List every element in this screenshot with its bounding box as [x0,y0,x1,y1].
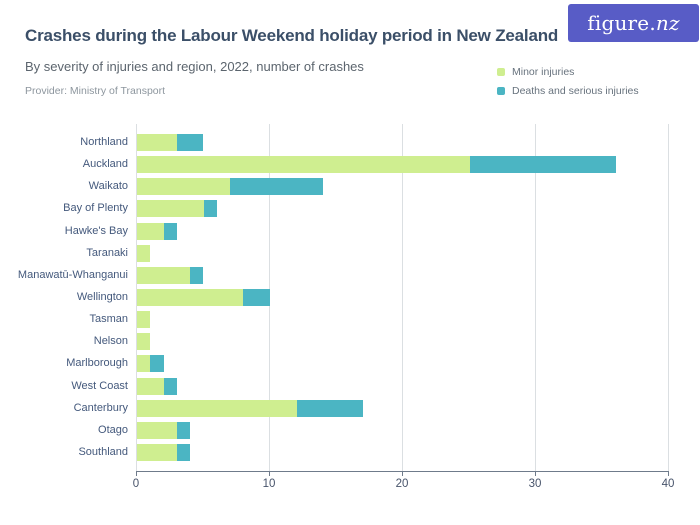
tick-label-x10: 10 [262,478,276,490]
legend-item-1: Deaths and serious injuries [497,85,639,97]
bar-row-6 [137,266,204,284]
bar-row-12 [137,399,364,417]
bar-segment-severe[interactable] [176,421,191,439]
legend-swatch-icon [497,68,505,76]
tick-label-x20: 20 [395,478,409,490]
tick-mark-x0 [136,471,137,476]
bar-row-9 [137,333,151,351]
tick-label-x0: 0 [132,478,140,490]
tick-mark-x20 [402,471,403,476]
region-label-9: Nelson [93,335,128,348]
bar-segment-minor[interactable] [137,244,151,262]
bar-segment-minor[interactable] [137,178,231,196]
bar-segment-severe[interactable] [296,399,364,417]
x-axis-line [136,471,668,472]
bar-row-3 [137,200,217,218]
figurenz-logo-text: figure.nz [587,11,680,35]
region-label-7: Wellington [76,290,128,303]
region-label-11: West Coast [71,379,128,392]
region-label-14: Southland [78,445,128,458]
bar-segment-severe[interactable] [176,443,191,461]
bar-segment-severe[interactable] [203,200,217,218]
bar-segment-minor[interactable] [137,266,191,284]
bar-row-2 [137,178,324,196]
region-label-2: Waikato [88,180,128,193]
bar-row-4 [137,222,177,240]
legend-swatch-icon [497,87,505,95]
bar-row-8 [137,311,151,329]
region-label-10: Marlborough [66,357,128,370]
region-label-4: Hawke's Bay [64,224,128,237]
bar-row-13 [137,421,191,439]
legend-label: Minor injuries [512,66,575,78]
bar-row-10 [137,355,164,373]
figurenz-logo[interactable]: figure.nz [568,4,699,42]
bar-segment-minor[interactable] [137,156,470,174]
bar-segment-severe[interactable] [230,178,324,196]
bar-segment-severe[interactable] [190,266,204,284]
tick-mark-x40 [668,471,669,476]
gridline-x0 [136,124,137,471]
bar-segment-severe[interactable] [176,134,204,151]
legend-label: Deaths and serious injuries [512,85,639,97]
bar-segment-severe[interactable] [163,222,177,240]
bar-segment-minor[interactable] [137,333,151,351]
bar-segment-severe[interactable] [243,288,270,306]
region-label-8: Tasman [89,313,128,326]
gridline-x20 [402,124,403,471]
bar-segment-severe[interactable] [469,156,616,174]
region-label-0: Northland [80,136,128,148]
bar-segment-minor[interactable] [137,134,177,151]
gridline-x30 [535,124,536,471]
bar-row-5 [137,244,151,262]
bar-row-11 [137,377,177,395]
region-label-3: Bay of Plenty [63,202,128,215]
tick-label-x40: 40 [661,478,675,490]
provider-attribution: Provider: Ministry of Transport [25,85,166,97]
bar-segment-minor[interactable] [137,288,244,306]
bar-segment-minor[interactable] [137,311,151,329]
chart-subtitle: By severity of injuries and region, 2022… [25,59,364,74]
bar-row-7 [137,288,270,306]
bar-segment-severe[interactable] [163,377,177,395]
region-label-12: Canterbury [73,401,128,414]
region-label-6: Manawatū-Whanganui [17,268,128,281]
bar-segment-minor[interactable] [137,355,151,373]
legend-item-0: Minor injuries [497,66,639,78]
tick-mark-x10 [269,471,270,476]
bar-segment-minor[interactable] [137,443,177,461]
bar-segment-minor[interactable] [137,399,297,417]
bar-segment-minor[interactable] [137,222,164,240]
gridline-x40 [668,124,669,471]
bar-segment-minor[interactable] [137,377,164,395]
region-label-1: Auckland [82,158,128,171]
bar-segment-minor[interactable] [137,200,204,218]
tick-mark-x30 [535,471,536,476]
chart-legend: Minor injuries Deaths and serious injurie… [497,66,639,104]
region-label-13: Otago [98,423,128,436]
bar-segment-minor[interactable] [137,421,177,439]
bar-row-14 [137,443,191,461]
bar-segment-severe[interactable] [150,355,164,373]
bar-row-0 [137,134,204,151]
region-label-5: Taranaki [86,246,128,259]
bar-row-1 [137,156,616,174]
tick-label-x30: 30 [528,478,542,490]
page-title: Crashes during the Labour Weekend holida… [25,26,559,45]
